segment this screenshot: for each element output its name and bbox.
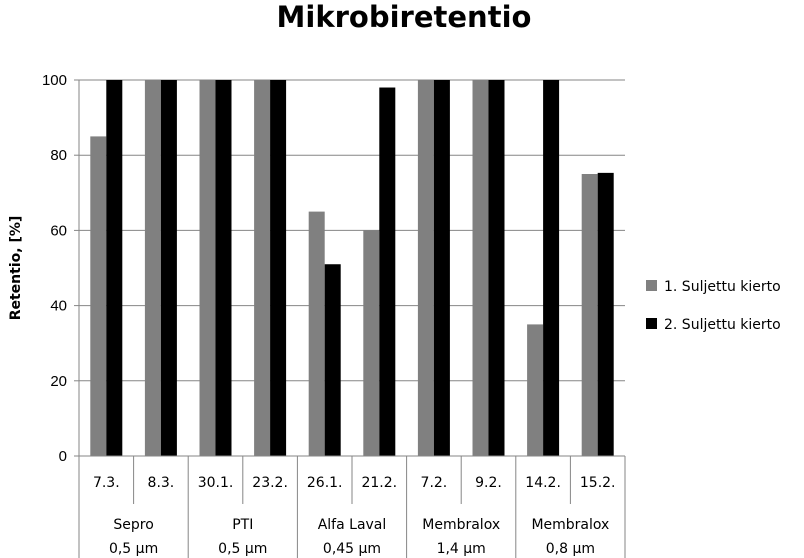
bar: [472, 80, 489, 456]
bar: [308, 211, 325, 456]
legend-label: 2. Suljettu kierto: [664, 317, 781, 333]
legend: 1. Suljettu kierto 2. Suljettu kierto: [646, 279, 781, 333]
bar: [433, 80, 450, 456]
x-tick-label: 7.3.: [93, 475, 120, 491]
x-tick-label: 8.3.: [148, 475, 175, 491]
x-tick-label: 26.1.: [307, 475, 343, 491]
y-tick-label: 40: [50, 298, 67, 315]
bars: [90, 80, 614, 457]
legend-swatch: [646, 280, 657, 291]
bar: [488, 80, 505, 456]
bar: [160, 80, 177, 456]
x-tick-label: 15.2.: [580, 475, 616, 491]
x-tick-label: 14.2.: [525, 475, 561, 491]
bar: [90, 136, 107, 456]
legend-swatch: [646, 318, 657, 329]
x-tick-label: 30.1.: [198, 475, 234, 491]
bar: [199, 80, 216, 456]
y-tick-label: 100: [42, 72, 67, 89]
x-tick-label: 9.2.: [475, 475, 502, 491]
bar: [527, 324, 544, 456]
x-group-sublabel: 0,45 µm: [323, 541, 381, 557]
x-group-label: Sepro: [113, 517, 153, 533]
x-group-label: Membralox: [531, 517, 609, 533]
bar: [597, 172, 614, 456]
y-tick-label: 0: [59, 448, 67, 465]
bar: [144, 80, 161, 456]
x-tick-label: 21.2.: [361, 475, 397, 491]
y-tick-label: 60: [50, 222, 67, 239]
x-group-sublabel: 1,4 µm: [437, 541, 486, 557]
axes: [78, 80, 626, 558]
legend-label: 1. Suljettu kierto: [664, 279, 781, 295]
bar: [270, 80, 287, 456]
x-tick-label: 23.2.: [252, 475, 288, 491]
x-group-sublabel: 0,5 µm: [218, 541, 267, 557]
y-tick-label: 20: [50, 373, 67, 390]
bar: [417, 80, 434, 456]
x-group-labels: Sepro 0,5 µm PTI 0,5 µm Alfa Laval 0,45 µm Mem…: [109, 517, 609, 557]
chart-title: Mikrobiretentio: [277, 0, 532, 34]
bar: [543, 80, 560, 456]
x-category-labels: 7.3. 8.3. 30.1. 23.2. 26.1. 21.2. 7.2. 9.2. 14.2…: [93, 475, 616, 491]
x-group-sublabel: 0,8 µm: [546, 541, 595, 557]
bar: [254, 80, 271, 456]
bar: [581, 174, 598, 456]
y-tick-labels: 0 20 40 60 80 100: [42, 72, 67, 465]
x-tick-label: 7.2.: [421, 475, 448, 491]
x-group-label: Membralox: [422, 517, 500, 533]
y-axis-label: Retentio, [%]: [8, 216, 24, 321]
bar: [324, 264, 341, 456]
bar: [106, 80, 123, 456]
x-group-sublabel: 0,5 µm: [109, 541, 158, 557]
bar: [379, 87, 396, 457]
bar: [363, 230, 380, 456]
bar: [215, 80, 232, 456]
x-group-label: Alfa Laval: [318, 517, 387, 533]
x-group-label: PTI: [232, 517, 253, 533]
y-tick-label: 80: [50, 147, 67, 164]
